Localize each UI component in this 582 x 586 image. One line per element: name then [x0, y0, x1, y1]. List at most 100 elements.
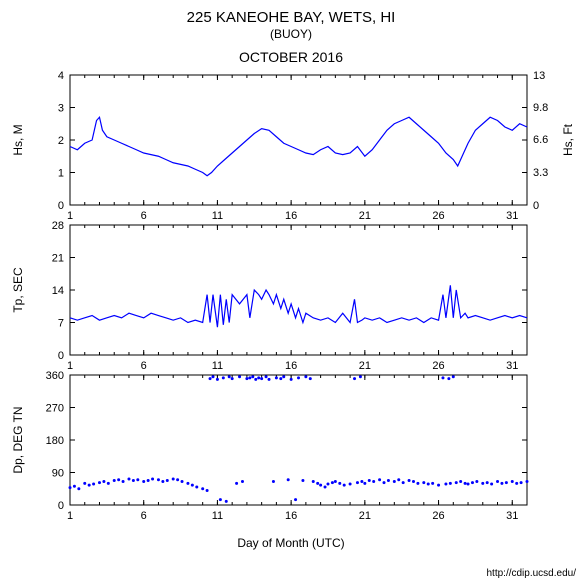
- panel-frame: [70, 75, 527, 205]
- scatter-point: [387, 479, 390, 482]
- xtick-label: 16: [285, 510, 297, 522]
- scatter-point: [279, 377, 282, 380]
- ytick-label: 3: [58, 103, 64, 115]
- scatter-point: [181, 480, 184, 483]
- ytick-label: 0: [58, 350, 64, 362]
- scatter-point: [368, 479, 371, 482]
- scatter-point: [331, 481, 334, 484]
- ytick-label: 2: [58, 135, 64, 147]
- scatter-point: [83, 482, 86, 485]
- scatter-point: [238, 375, 241, 378]
- scatter-point: [455, 481, 458, 484]
- scatter-point: [122, 480, 125, 483]
- scatter-point: [222, 376, 225, 379]
- scatter-point: [464, 482, 467, 485]
- scatter-point: [481, 482, 484, 485]
- scatter-point: [526, 480, 529, 483]
- scatter-point: [161, 480, 164, 483]
- xtick-label: 6: [141, 510, 147, 522]
- scatter-point: [275, 376, 278, 379]
- xlabel: Day of Month (UTC): [237, 536, 344, 550]
- ytick-label: 360: [46, 370, 64, 382]
- xtick-label: 31: [506, 210, 518, 222]
- ytick-label: 28: [52, 220, 64, 232]
- scatter-point: [151, 478, 154, 481]
- ytick-label: 90: [52, 468, 64, 480]
- ylabel: Tp, SEC: [11, 267, 25, 313]
- scatter-point: [471, 481, 474, 484]
- ytick-label: 0: [58, 200, 64, 212]
- ylabel: Hs, M: [11, 124, 25, 155]
- ytick-label-r: 13: [533, 70, 545, 82]
- ytick-label-r: 6.6: [533, 134, 548, 146]
- xtick-label: 6: [141, 210, 147, 222]
- scatter-point: [186, 482, 189, 485]
- scatter-point: [77, 487, 80, 490]
- xtick-label: 16: [285, 210, 297, 222]
- scatter-point: [356, 481, 359, 484]
- scatter-point: [437, 484, 440, 487]
- scatter-point: [206, 489, 209, 492]
- scatter-point: [359, 375, 362, 378]
- xtick-label: 31: [506, 510, 518, 522]
- scatter-point: [402, 481, 405, 484]
- title: 225 KANEOHE BAY, WETS, HI: [187, 9, 396, 26]
- scatter-point: [316, 482, 319, 485]
- scatter-point: [459, 480, 462, 483]
- scatter-point: [511, 480, 514, 483]
- scatter-point: [505, 481, 508, 484]
- scatter-point: [107, 482, 110, 485]
- scatter-point: [127, 478, 130, 481]
- scatter-point: [254, 378, 257, 381]
- scatter-point: [98, 481, 101, 484]
- ytick-label-r: 3.3: [533, 167, 548, 179]
- scatter-point: [195, 485, 198, 488]
- scatter-point: [251, 375, 254, 378]
- scatter-point: [304, 375, 307, 378]
- scatter-point: [117, 478, 120, 481]
- scatter-point: [309, 377, 312, 380]
- xtick-label: 21: [359, 210, 371, 222]
- scatter-point: [268, 378, 271, 381]
- period: OCTOBER 2016: [239, 49, 343, 65]
- footer-url: http://cdip.ucsd.edu/: [486, 568, 576, 579]
- scatter-point: [248, 376, 251, 379]
- scatter-point: [265, 375, 268, 378]
- scatter-point: [496, 480, 499, 483]
- scatter-point: [475, 480, 478, 483]
- scatter-point: [412, 480, 415, 483]
- scatter-point: [363, 482, 366, 485]
- panel-frame: [70, 225, 527, 355]
- xtick-label: 1: [67, 360, 73, 372]
- ytick-label: 4: [58, 70, 64, 82]
- scatter-point: [282, 375, 285, 378]
- scatter-point: [290, 378, 293, 381]
- xtick-label: 11: [212, 360, 223, 372]
- ylabel-r: Hs, Ft: [561, 123, 575, 156]
- xtick-label: 26: [432, 210, 444, 222]
- xtick-label: 26: [432, 360, 444, 372]
- scatter-point: [147, 479, 150, 482]
- scatter-point: [245, 377, 248, 380]
- scatter-point: [372, 480, 375, 483]
- scatter-point: [142, 480, 145, 483]
- scatter-point: [397, 478, 400, 481]
- scatter-point: [88, 484, 91, 487]
- xtick-label: 21: [359, 510, 371, 522]
- scatter-point: [378, 478, 381, 481]
- scatter-point: [444, 483, 447, 486]
- scatter-point: [231, 377, 234, 380]
- scatter-point: [427, 483, 430, 486]
- ytick-label: 7: [58, 318, 64, 330]
- scatter-point: [500, 482, 503, 485]
- ytick-label-r: 0: [533, 200, 539, 212]
- scatter-point: [449, 482, 452, 485]
- scatter-point: [416, 482, 419, 485]
- ytick-label: 180: [46, 435, 64, 447]
- scatter-point: [211, 375, 214, 378]
- scatter-point: [319, 484, 322, 487]
- scatter-point: [520, 481, 523, 484]
- scatter-point: [209, 377, 212, 380]
- xtick-label: 21: [359, 360, 371, 372]
- scatter-point: [287, 478, 290, 481]
